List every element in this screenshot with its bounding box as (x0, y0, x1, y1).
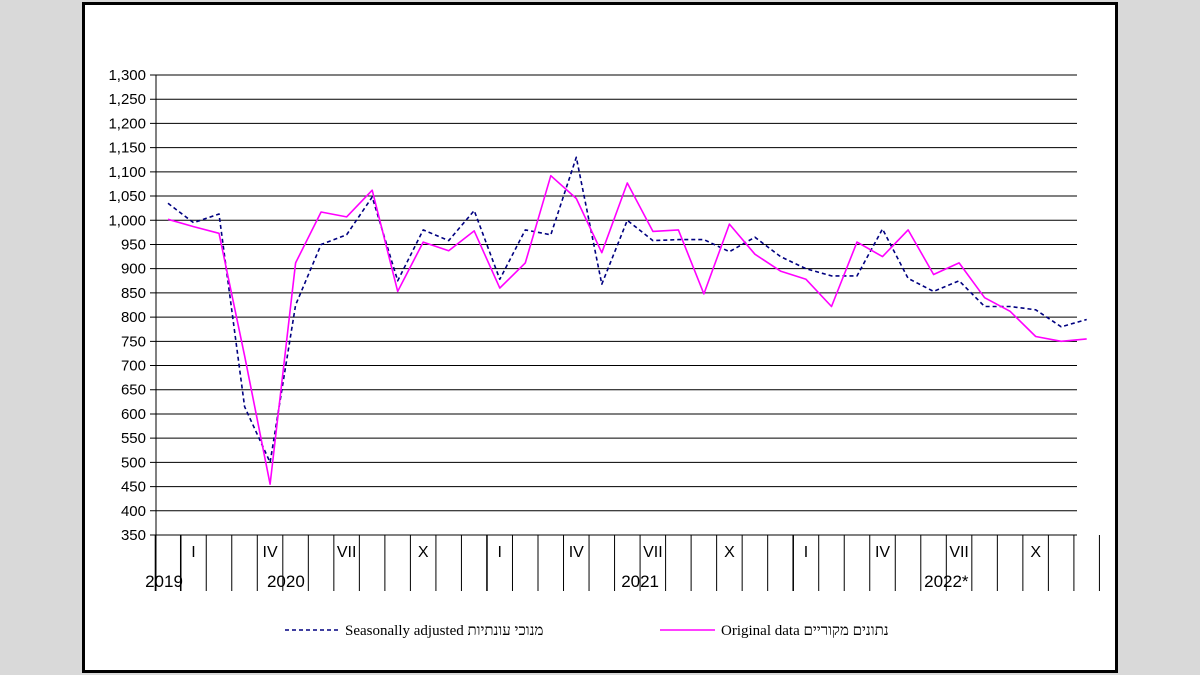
y-tick-label: 800 (121, 309, 146, 326)
y-tick-label: 1,000 (108, 212, 146, 229)
legend: Seasonally adjusted מנוכי עונתיות Origin… (285, 623, 889, 639)
chart-frame: 350 400 450 500 550 600 650 700 750 800 850 900 950 1… (82, 2, 1118, 673)
x-year-label: 2021 (621, 572, 659, 591)
legend-label-original-data: Original data נתונים מקוריים (721, 623, 889, 639)
y-tick-label: 450 (121, 479, 146, 496)
legend-label-seasonally-adjusted: Seasonally adjusted מנוכי עונתיות (345, 623, 543, 639)
y-tick-label: 650 (121, 382, 146, 399)
x-month-label: X (418, 544, 429, 561)
x-month-label: VII (337, 544, 357, 561)
y-tick-label: 700 (121, 358, 146, 375)
x-month-label: I (804, 544, 808, 561)
y-tick-label: 1,200 (108, 115, 146, 132)
y-tick-label: 400 (121, 503, 146, 520)
x-month-label: IV (875, 544, 890, 561)
y-tick-label: 1,050 (108, 188, 146, 205)
x-month-label: X (724, 544, 735, 561)
x-month-label: IV (263, 544, 278, 561)
line-chart: 350 400 450 500 550 600 650 700 750 800 850 900 950 1… (108, 67, 1100, 639)
y-tick-label: 750 (121, 333, 146, 350)
y-tick-label: 850 (121, 285, 146, 302)
series-line-original-data (167, 174, 1087, 486)
series-lines (167, 156, 1087, 486)
x-month-label: X (1030, 544, 1041, 561)
y-tick-label: 1,300 (108, 67, 146, 84)
y-tick-label: 600 (121, 406, 146, 423)
y-tick-label: 1,100 (108, 164, 146, 181)
x-month-label: VII (643, 544, 663, 561)
y-tick-label: 1,150 (108, 140, 146, 157)
y-tick-label: 550 (121, 430, 146, 447)
x-year-label: 2019 (145, 572, 183, 591)
y-tick-label: 1,250 (108, 91, 146, 108)
series-line-seasonally-adjusted (167, 156, 1087, 464)
x-axis: I IV VII X I IV VII X I IV VII X 2019 2020 2021 2022* (145, 535, 1100, 591)
x-month-label: VII (949, 544, 969, 561)
gridlines (150, 74, 1077, 591)
x-year-label: 2020 (267, 572, 305, 591)
y-tick-label: 500 (121, 454, 146, 471)
x-month-label: IV (569, 544, 584, 561)
y-tick-label: 350 (121, 527, 146, 544)
y-tick-label: 900 (121, 261, 146, 278)
x-month-label: I (498, 544, 502, 561)
y-tick-label: 950 (121, 236, 146, 253)
x-month-label: I (191, 544, 195, 561)
y-axis-tick-labels: 350 400 450 500 550 600 650 700 750 800 850 900 950 1… (108, 67, 146, 544)
x-year-label: 2022* (924, 572, 969, 591)
